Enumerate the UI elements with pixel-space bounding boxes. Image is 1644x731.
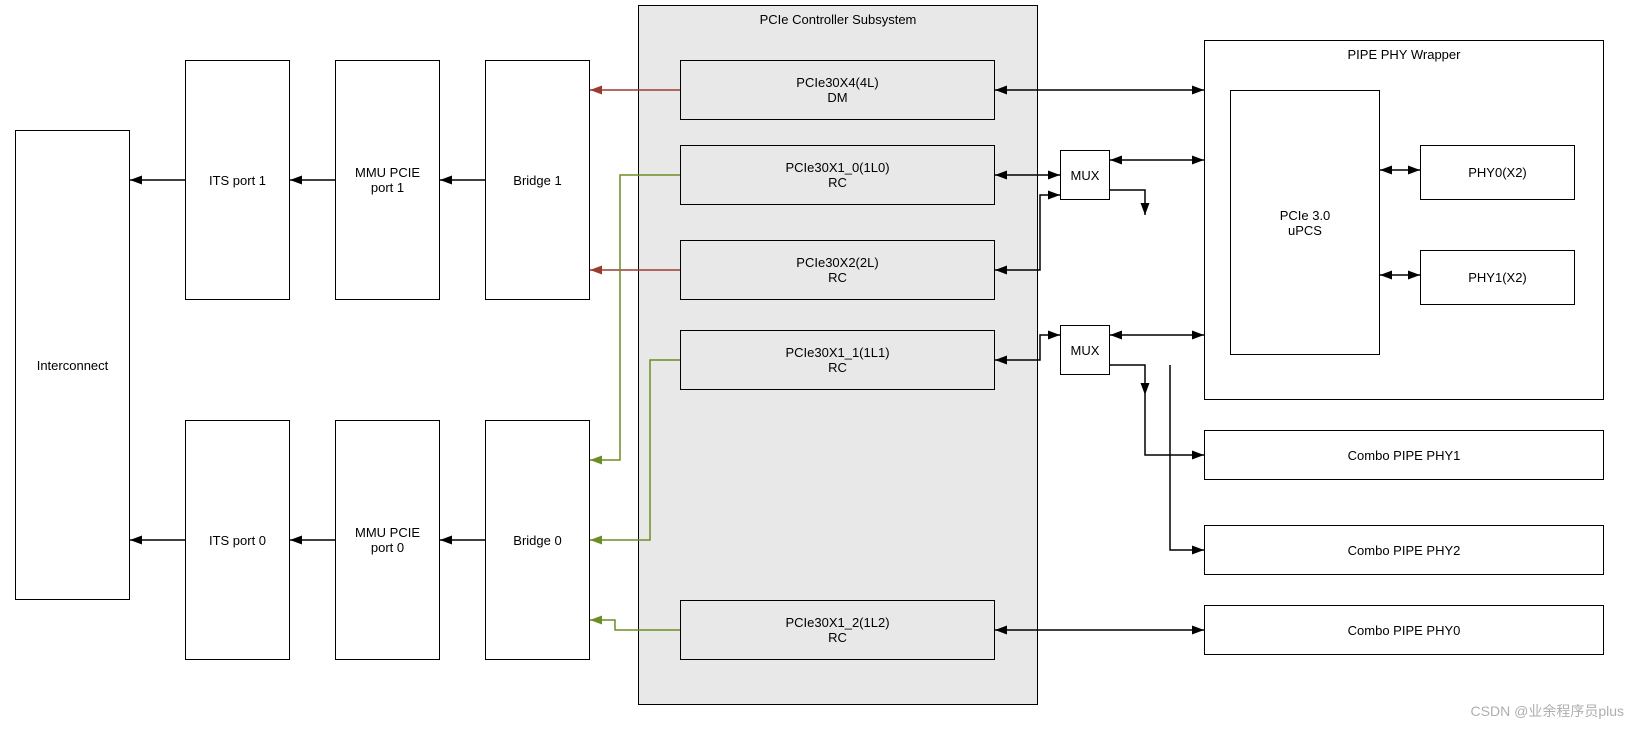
mmu-pcie-port-0-box: MMU PCIE port 0 [335,420,440,660]
upcs-l1: PCIe 3.0 [1280,208,1331,223]
bridge1-label: Bridge 1 [513,173,561,188]
pcie30x4-l1: PCIe30X4(4L) [796,75,878,90]
phy0-box: PHY0(X2) [1420,145,1575,200]
its-port-0-box: ITS port 0 [185,420,290,660]
interconnect-box: Interconnect [15,130,130,600]
mux-1-box: MUX [1060,150,1110,200]
bridge0-label: Bridge 0 [513,533,561,548]
mux2-label: MUX [1071,343,1100,358]
combo0-label: Combo PIPE PHY0 [1348,623,1461,638]
combo1-label: Combo PIPE PHY1 [1348,448,1461,463]
combo-phy1-box: Combo PIPE PHY1 [1204,430,1604,480]
pcie30x1-2-l2: RC [828,630,847,645]
mmu-pcie-port-1-box: MMU PCIE port 1 [335,60,440,300]
pcie-subsystem-label: PCIe Controller Subsystem [639,12,1037,27]
mux1-label: MUX [1071,168,1100,183]
mux-2-box: MUX [1060,325,1110,375]
pcie30x1-2-l1: PCIe30X1_2(1L2) [785,615,889,630]
combo-phy0-box: Combo PIPE PHY0 [1204,605,1604,655]
pcie30x4-box: PCIe30X4(4L) DM [680,60,995,120]
bridge-1-box: Bridge 1 [485,60,590,300]
its-port-0-label: ITS port 0 [209,533,266,548]
upcs-l2: uPCS [1288,223,1322,238]
mmu1-label-2: port 1 [371,180,404,195]
pcie30x1-1-box: PCIe30X1_1(1L1) RC [680,330,995,390]
pcie30x1-2-box: PCIe30X1_2(1L2) RC [680,600,995,660]
pcie30x4-l2: DM [827,90,847,105]
mmu1-label-1: MMU PCIE [355,165,420,180]
its-port-1-label: ITS port 1 [209,173,266,188]
phy1-label: PHY1(X2) [1468,270,1527,285]
interconnect-label: Interconnect [37,358,109,373]
mmu0-label-1: MMU PCIE [355,525,420,540]
pcie30x1-1-l2: RC [828,360,847,375]
pcie30x2-box: PCIe30X2(2L) RC [680,240,995,300]
pcie30x2-l1: PCIe30X2(2L) [796,255,878,270]
pcie30x1-0-l1: PCIe30X1_0(1L0) [785,160,889,175]
its-port-1-box: ITS port 1 [185,60,290,300]
combo-phy2-box: Combo PIPE PHY2 [1204,525,1604,575]
upcs-box: PCIe 3.0 uPCS [1230,90,1380,355]
bridge-0-box: Bridge 0 [485,420,590,660]
pcie30x2-l2: RC [828,270,847,285]
phy1-box: PHY1(X2) [1420,250,1575,305]
pcie30x1-0-l2: RC [828,175,847,190]
pcie30x1-0-box: PCIe30X1_0(1L0) RC [680,145,995,205]
combo2-label: Combo PIPE PHY2 [1348,543,1461,558]
pipe-phy-wrapper-label: PIPE PHY Wrapper [1205,47,1603,62]
mmu0-label-2: port 0 [371,540,404,555]
pcie30x1-1-l1: PCIe30X1_1(1L1) [785,345,889,360]
phy0-label: PHY0(X2) [1468,165,1527,180]
watermark-text: CSDN @业余程序员plus [1471,701,1624,721]
